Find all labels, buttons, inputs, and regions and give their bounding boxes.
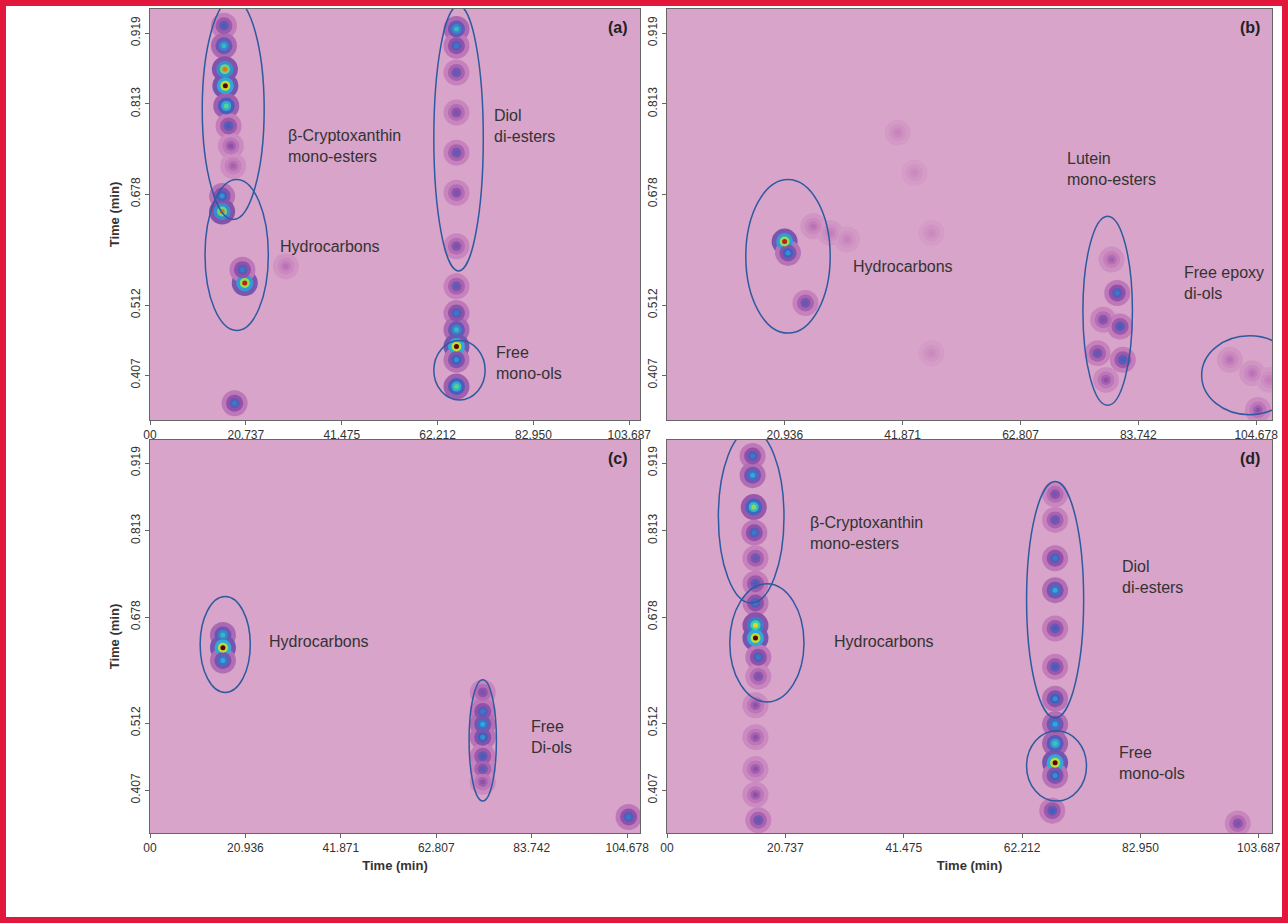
svg-text:0.407: 0.407 <box>129 773 143 803</box>
svg-text:Freemono-ols: Freemono-ols <box>1119 744 1185 782</box>
svg-text:0.919: 0.919 <box>646 16 660 46</box>
svg-text:83.742: 83.742 <box>513 841 550 855</box>
svg-text:Dioldi-esters: Dioldi-esters <box>494 107 555 145</box>
svg-text:62.212: 62.212 <box>419 428 456 442</box>
svg-text:104.678: 104.678 <box>605 841 649 855</box>
svg-text:0.407: 0.407 <box>646 358 660 388</box>
svg-text:Hydrocarbons: Hydrocarbons <box>834 633 934 650</box>
svg-text:62.807: 62.807 <box>1002 428 1039 442</box>
svg-text:0.813: 0.813 <box>646 87 660 117</box>
svg-text:0.407: 0.407 <box>646 773 660 803</box>
svg-text:Hydrocarbons: Hydrocarbons <box>280 238 380 255</box>
svg-text:Time (min): Time (min) <box>937 858 1003 873</box>
svg-text:Hydrocarbons: Hydrocarbons <box>269 633 369 650</box>
svg-text:(d): (d) <box>1240 450 1260 467</box>
svg-text:20.737: 20.737 <box>767 841 804 855</box>
svg-text:20.936: 20.936 <box>766 428 803 442</box>
svg-text:0.919: 0.919 <box>129 16 143 46</box>
svg-text:41.871: 41.871 <box>322 841 359 855</box>
svg-text:20.737: 20.737 <box>228 428 265 442</box>
svg-text:00: 00 <box>660 841 674 855</box>
svg-text:20.936: 20.936 <box>227 841 264 855</box>
svg-text:(c): (c) <box>608 450 628 467</box>
svg-text:Time (min): Time (min) <box>107 604 122 670</box>
svg-text:0.512: 0.512 <box>646 288 660 318</box>
svg-text:41.475: 41.475 <box>323 428 360 442</box>
svg-text:(b): (b) <box>1240 19 1260 36</box>
svg-text:0.813: 0.813 <box>646 514 660 544</box>
svg-text:0.813: 0.813 <box>129 514 143 544</box>
svg-text:104.678: 104.678 <box>1234 428 1278 442</box>
svg-text:41.475: 41.475 <box>885 841 922 855</box>
svg-text:β-Cryptoxanthinmono-esters: β-Cryptoxanthinmono-esters <box>288 127 401 165</box>
svg-text:Hydrocarbons: Hydrocarbons <box>853 258 953 275</box>
svg-text:0.678: 0.678 <box>646 177 660 207</box>
svg-text:Time (min): Time (min) <box>362 858 428 873</box>
svg-text:82.950: 82.950 <box>1122 841 1159 855</box>
svg-text:β-Cryptoxanthinmono-esters: β-Cryptoxanthinmono-esters <box>810 514 923 552</box>
svg-text:0.512: 0.512 <box>129 706 143 736</box>
svg-text:0.919: 0.919 <box>129 446 143 476</box>
svg-text:Dioldi-esters: Dioldi-esters <box>1122 558 1183 596</box>
svg-text:0.919: 0.919 <box>646 446 660 476</box>
svg-text:0.813: 0.813 <box>129 87 143 117</box>
svg-text:Time (min): Time (min) <box>107 182 122 248</box>
svg-text:0.678: 0.678 <box>129 600 143 630</box>
svg-text:103.687: 103.687 <box>608 428 652 442</box>
svg-text:Freemono-ols: Freemono-ols <box>496 344 562 382</box>
svg-text:00: 00 <box>143 841 157 855</box>
svg-text:82.950: 82.950 <box>515 428 552 442</box>
svg-text:0.512: 0.512 <box>646 706 660 736</box>
svg-text:(a): (a) <box>608 19 628 36</box>
svg-text:0.678: 0.678 <box>646 600 660 630</box>
svg-text:0.407: 0.407 <box>129 358 143 388</box>
svg-text:00: 00 <box>143 428 157 442</box>
svg-text:103.687: 103.687 <box>1237 841 1281 855</box>
svg-text:0.512: 0.512 <box>129 288 143 318</box>
svg-text:Luteinmono-esters: Luteinmono-esters <box>1067 150 1156 188</box>
svg-text:62.807: 62.807 <box>418 841 455 855</box>
svg-text:Free epoxydi-ols: Free epoxydi-ols <box>1184 264 1264 302</box>
svg-text:0.678: 0.678 <box>129 177 143 207</box>
svg-text:FreeDi-ols: FreeDi-ols <box>531 718 572 756</box>
svg-text:62.212: 62.212 <box>1004 841 1041 855</box>
svg-text:83.742: 83.742 <box>1120 428 1157 442</box>
svg-text:41.871: 41.871 <box>884 428 921 442</box>
